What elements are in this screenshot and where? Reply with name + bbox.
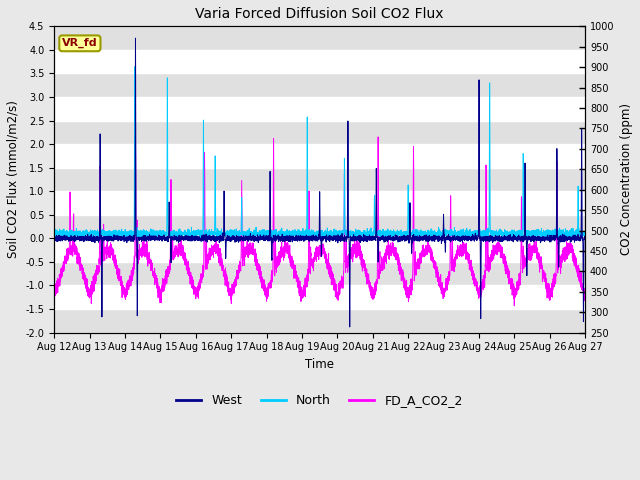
- Legend: West, North, FD_A_CO2_2: West, North, FD_A_CO2_2: [172, 389, 468, 412]
- Bar: [54, 120, 585, 144]
- Title: Varia Forced Diffusion Soil CO2 Flux: Varia Forced Diffusion Soil CO2 Flux: [195, 7, 444, 21]
- Y-axis label: CO2 Concentration (ppm): CO2 Concentration (ppm): [620, 104, 633, 255]
- Text: VR_fd: VR_fd: [62, 38, 98, 48]
- Bar: [54, 215, 585, 239]
- Bar: [54, 262, 585, 286]
- X-axis label: Time: Time: [305, 358, 334, 371]
- Bar: [54, 309, 585, 333]
- Bar: [54, 168, 585, 191]
- Y-axis label: Soil CO2 Flux (mmol/m2/s): Soil CO2 Flux (mmol/m2/s): [7, 100, 20, 258]
- Bar: [54, 26, 585, 50]
- Bar: [54, 73, 585, 97]
